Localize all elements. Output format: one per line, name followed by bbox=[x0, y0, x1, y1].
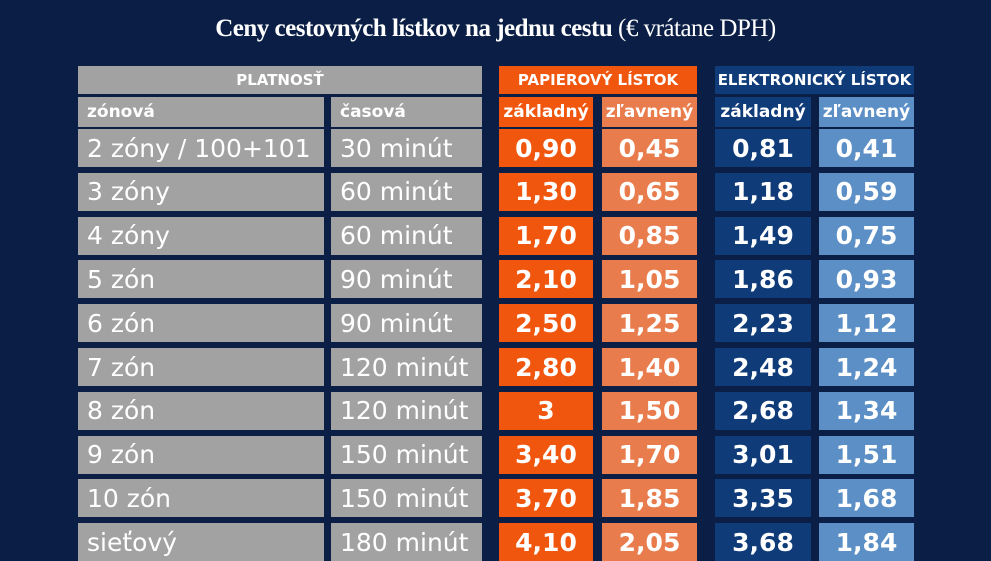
cell-paper-discount: 1,85 bbox=[602, 479, 697, 518]
cell-zone: 8 zón bbox=[78, 391, 324, 430]
cell-zone: 10 zón bbox=[78, 479, 324, 518]
cell-paper-discount: 1,70 bbox=[602, 435, 697, 474]
cell-paper-basic: 3,40 bbox=[499, 435, 593, 474]
cell-time: 180 minút bbox=[331, 523, 482, 561]
subheader-time: časová bbox=[331, 97, 482, 127]
cell-electronic-discount: 1,24 bbox=[819, 348, 914, 386]
cell-electronic-discount: 1,51 bbox=[819, 435, 914, 474]
cell-paper-basic: 1,30 bbox=[499, 172, 593, 211]
cell-electronic-discount: 1,12 bbox=[819, 304, 914, 343]
cell-paper-basic: 3,70 bbox=[499, 479, 593, 518]
subheader-electronic-discount: zľavnený bbox=[819, 97, 914, 127]
cell-electronic-basic: 0,81 bbox=[715, 129, 811, 167]
cell-paper-basic: 0,90 bbox=[499, 129, 593, 167]
cell-paper-basic: 1,70 bbox=[499, 216, 593, 255]
cell-time: 60 minút bbox=[331, 216, 482, 255]
cell-electronic-discount: 1,84 bbox=[819, 523, 914, 561]
cell-electronic-discount: 0,59 bbox=[819, 172, 914, 211]
cell-electronic-discount: 0,75 bbox=[819, 216, 914, 255]
header-paper-ticket: PAPIEROVÝ LÍSTOK bbox=[499, 66, 697, 94]
subheader-electronic-basic: základný bbox=[715, 97, 811, 127]
cell-time: 60 minút bbox=[331, 172, 482, 211]
cell-zone: 5 zón bbox=[78, 260, 324, 299]
cell-paper-discount: 2,05 bbox=[602, 523, 697, 561]
cell-zone: 7 zón bbox=[78, 348, 324, 386]
cell-electronic-discount: 0,93 bbox=[819, 260, 914, 299]
cell-zone: 6 zón bbox=[78, 304, 324, 343]
cell-electronic-basic: 3,01 bbox=[715, 435, 811, 474]
title-sub: (€ vrátane DPH) bbox=[618, 15, 776, 42]
header-validity: PLATNOSŤ bbox=[78, 66, 482, 94]
cell-electronic-discount: 1,34 bbox=[819, 391, 914, 430]
cell-time: 30 minút bbox=[331, 129, 482, 167]
header-electronic-ticket: ELEKTRONICKÝ LÍSTOK bbox=[715, 66, 914, 94]
cell-paper-discount: 0,65 bbox=[602, 172, 697, 211]
cell-paper-basic: 3 bbox=[499, 391, 593, 430]
cell-paper-discount: 1,50 bbox=[602, 391, 697, 430]
cell-time: 90 minút bbox=[331, 304, 482, 343]
cell-paper-basic: 2,80 bbox=[499, 348, 593, 386]
cell-electronic-basic: 2,48 bbox=[715, 348, 811, 386]
cell-zone: 3 zóny bbox=[78, 172, 324, 211]
cell-time: 150 minút bbox=[331, 479, 482, 518]
cell-paper-basic: 2,10 bbox=[499, 260, 593, 299]
cell-electronic-basic: 1,49 bbox=[715, 216, 811, 255]
cell-zone: 4 zóny bbox=[78, 216, 324, 255]
cell-zone: sieťový bbox=[78, 523, 324, 561]
title-main: Ceny cestovných lístkov na jednu cestu bbox=[215, 15, 613, 42]
cell-electronic-basic: 1,86 bbox=[715, 260, 811, 299]
cell-paper-discount: 0,45 bbox=[602, 129, 697, 167]
subheader-paper-basic: základný bbox=[499, 97, 593, 127]
cell-paper-discount: 1,05 bbox=[602, 260, 697, 299]
cell-time: 150 minút bbox=[331, 435, 482, 474]
cell-zone: 2 zóny / 100+101 bbox=[78, 129, 324, 167]
cell-paper-discount: 0,85 bbox=[602, 216, 697, 255]
cell-paper-basic: 4,10 bbox=[499, 523, 593, 561]
cell-electronic-basic: 1,18 bbox=[715, 172, 811, 211]
cell-electronic-basic: 2,23 bbox=[715, 304, 811, 343]
subheader-paper-discount: zľavnený bbox=[602, 97, 697, 127]
cell-time: 90 minút bbox=[331, 260, 482, 299]
subheader-zone: zónová bbox=[78, 97, 324, 127]
cell-electronic-discount: 0,41 bbox=[819, 129, 914, 167]
cell-paper-basic: 2,50 bbox=[499, 304, 593, 343]
page-title: Ceny cestovných lístkov na jednu cestu (… bbox=[0, 15, 991, 43]
cell-electronic-basic: 3,68 bbox=[715, 523, 811, 561]
cell-zone: 9 zón bbox=[78, 435, 324, 474]
cell-electronic-discount: 1,68 bbox=[819, 479, 914, 518]
cell-paper-discount: 1,40 bbox=[602, 348, 697, 386]
cell-electronic-basic: 2,68 bbox=[715, 391, 811, 430]
cell-electronic-basic: 3,35 bbox=[715, 479, 811, 518]
cell-time: 120 minút bbox=[331, 391, 482, 430]
cell-time: 120 minút bbox=[331, 348, 482, 386]
cell-paper-discount: 1,25 bbox=[602, 304, 697, 343]
